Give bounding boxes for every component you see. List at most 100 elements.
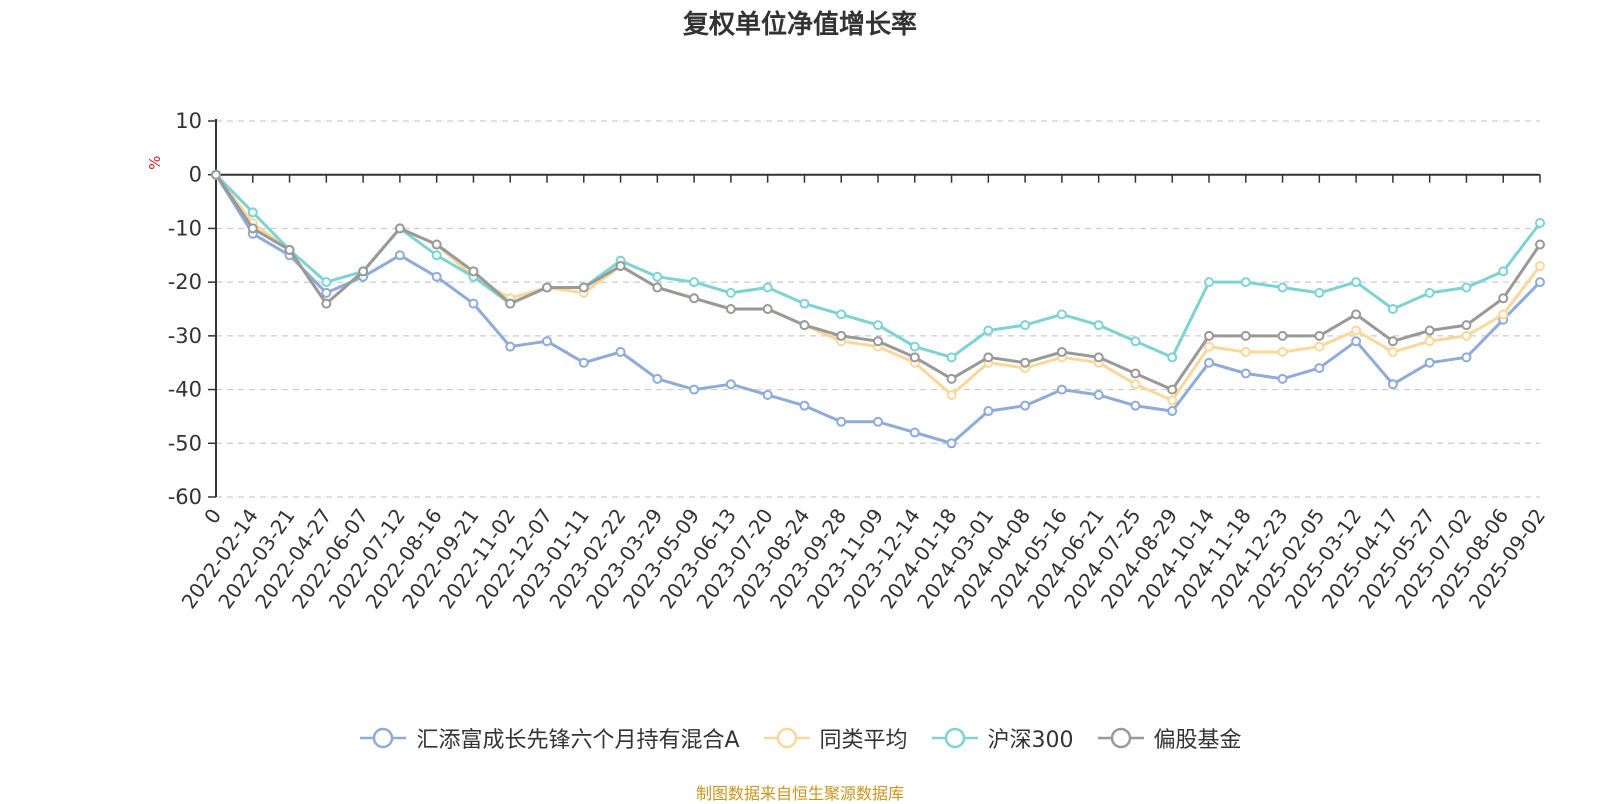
y-tick-label: -20 (168, 270, 202, 294)
data-point (505, 298, 516, 309)
data-point (358, 266, 369, 277)
data-point (1351, 336, 1362, 347)
data-point (321, 287, 332, 298)
data-point (1351, 277, 1362, 288)
data-point (873, 320, 883, 331)
legend-item[interactable]: 汇添富成长先锋六个月持有混合A (358, 722, 740, 754)
data-point (1535, 218, 1545, 229)
x-tick-label: 0 (199, 504, 226, 528)
data-point (1314, 330, 1325, 341)
data-point (321, 298, 332, 309)
data-point (652, 271, 663, 282)
data-point (689, 384, 700, 395)
data-point (1240, 346, 1251, 357)
y-tick-label: -50 (168, 431, 202, 455)
data-point (615, 261, 626, 272)
data-point (762, 389, 773, 400)
data-point (1130, 336, 1141, 347)
data-point (1424, 287, 1435, 298)
legend: 汇添富成长先锋六个月持有混合A 同类平均 沪深300 偏股基金 (0, 722, 1600, 754)
data-point (1056, 346, 1067, 357)
data-point (1056, 384, 1067, 395)
data-point (1240, 368, 1251, 379)
axis-labels: 100-10-20-30-40-50-60%02022-02-142022-03… (146, 109, 1550, 613)
data-point (652, 282, 663, 293)
data-point (1240, 330, 1251, 341)
legend-label: 偏股基金 (1153, 728, 1242, 753)
legend-item[interactable]: 偏股基金 (1096, 722, 1242, 754)
data-point (689, 293, 700, 304)
series-lines (211, 169, 1545, 449)
data-point (431, 239, 442, 250)
data-point (542, 282, 552, 293)
data-point (689, 277, 700, 288)
data-point (1167, 384, 1178, 395)
data-point (1240, 277, 1251, 288)
legend-swatch-icon (763, 727, 810, 749)
data-point (762, 282, 773, 293)
y-tick-label: 10 (175, 109, 202, 133)
data-point (1461, 320, 1472, 331)
data-point (1277, 373, 1288, 384)
data-point (1130, 368, 1141, 379)
data-point (725, 304, 736, 314)
data-point (431, 250, 442, 261)
legend-item[interactable]: 同类平均 (762, 722, 908, 754)
data-point (836, 416, 847, 427)
data-point (542, 336, 552, 347)
data-point (1535, 261, 1545, 272)
data-point (1498, 293, 1509, 304)
data-point (394, 250, 405, 261)
chart-title: 复权单位净值增长率 (682, 10, 917, 40)
data-point (468, 298, 479, 309)
data-point (211, 169, 221, 180)
data-point (1461, 330, 1472, 341)
legend-label: 沪深300 (987, 728, 1074, 753)
data-point (1130, 400, 1141, 411)
data-point (1277, 330, 1288, 341)
data-point (1314, 287, 1325, 298)
data-point (1387, 336, 1398, 347)
data-point (1093, 389, 1104, 400)
axes (208, 119, 1541, 498)
data-point (1424, 325, 1435, 336)
data-point (1535, 277, 1545, 288)
source-note: 制图数据来自恒生聚源数据库 (695, 784, 904, 803)
data-point (1204, 277, 1214, 288)
data-point (1130, 379, 1141, 390)
y-tick-label: 0 (189, 163, 202, 187)
data-point (725, 287, 736, 298)
data-point (1167, 406, 1178, 417)
y-tick-label: -40 (168, 378, 202, 402)
data-point (1351, 309, 1362, 320)
data-point (1020, 400, 1031, 411)
data-point (1498, 309, 1509, 320)
data-point (505, 341, 516, 352)
data-point (247, 207, 258, 218)
data-point (1314, 341, 1325, 352)
data-point (983, 406, 994, 417)
data-point (1387, 379, 1398, 390)
data-point (836, 309, 847, 320)
legend-swatch-icon (931, 727, 978, 749)
data-point (946, 373, 957, 384)
data-point (946, 352, 957, 363)
data-point (1387, 304, 1398, 314)
data-point (1277, 282, 1288, 293)
data-point (946, 438, 957, 449)
data-point (799, 400, 810, 411)
data-point (394, 223, 405, 234)
data-point (1424, 336, 1435, 347)
data-point (909, 341, 920, 352)
data-point (1093, 320, 1104, 331)
data-point (909, 427, 920, 438)
data-point (468, 266, 479, 277)
data-point (1535, 239, 1545, 250)
legend-item[interactable]: 沪深300 (930, 722, 1074, 754)
data-point (1387, 346, 1398, 357)
data-point (873, 336, 883, 347)
data-point (725, 379, 736, 390)
legend-swatch-icon (360, 727, 407, 749)
data-point (578, 282, 589, 293)
